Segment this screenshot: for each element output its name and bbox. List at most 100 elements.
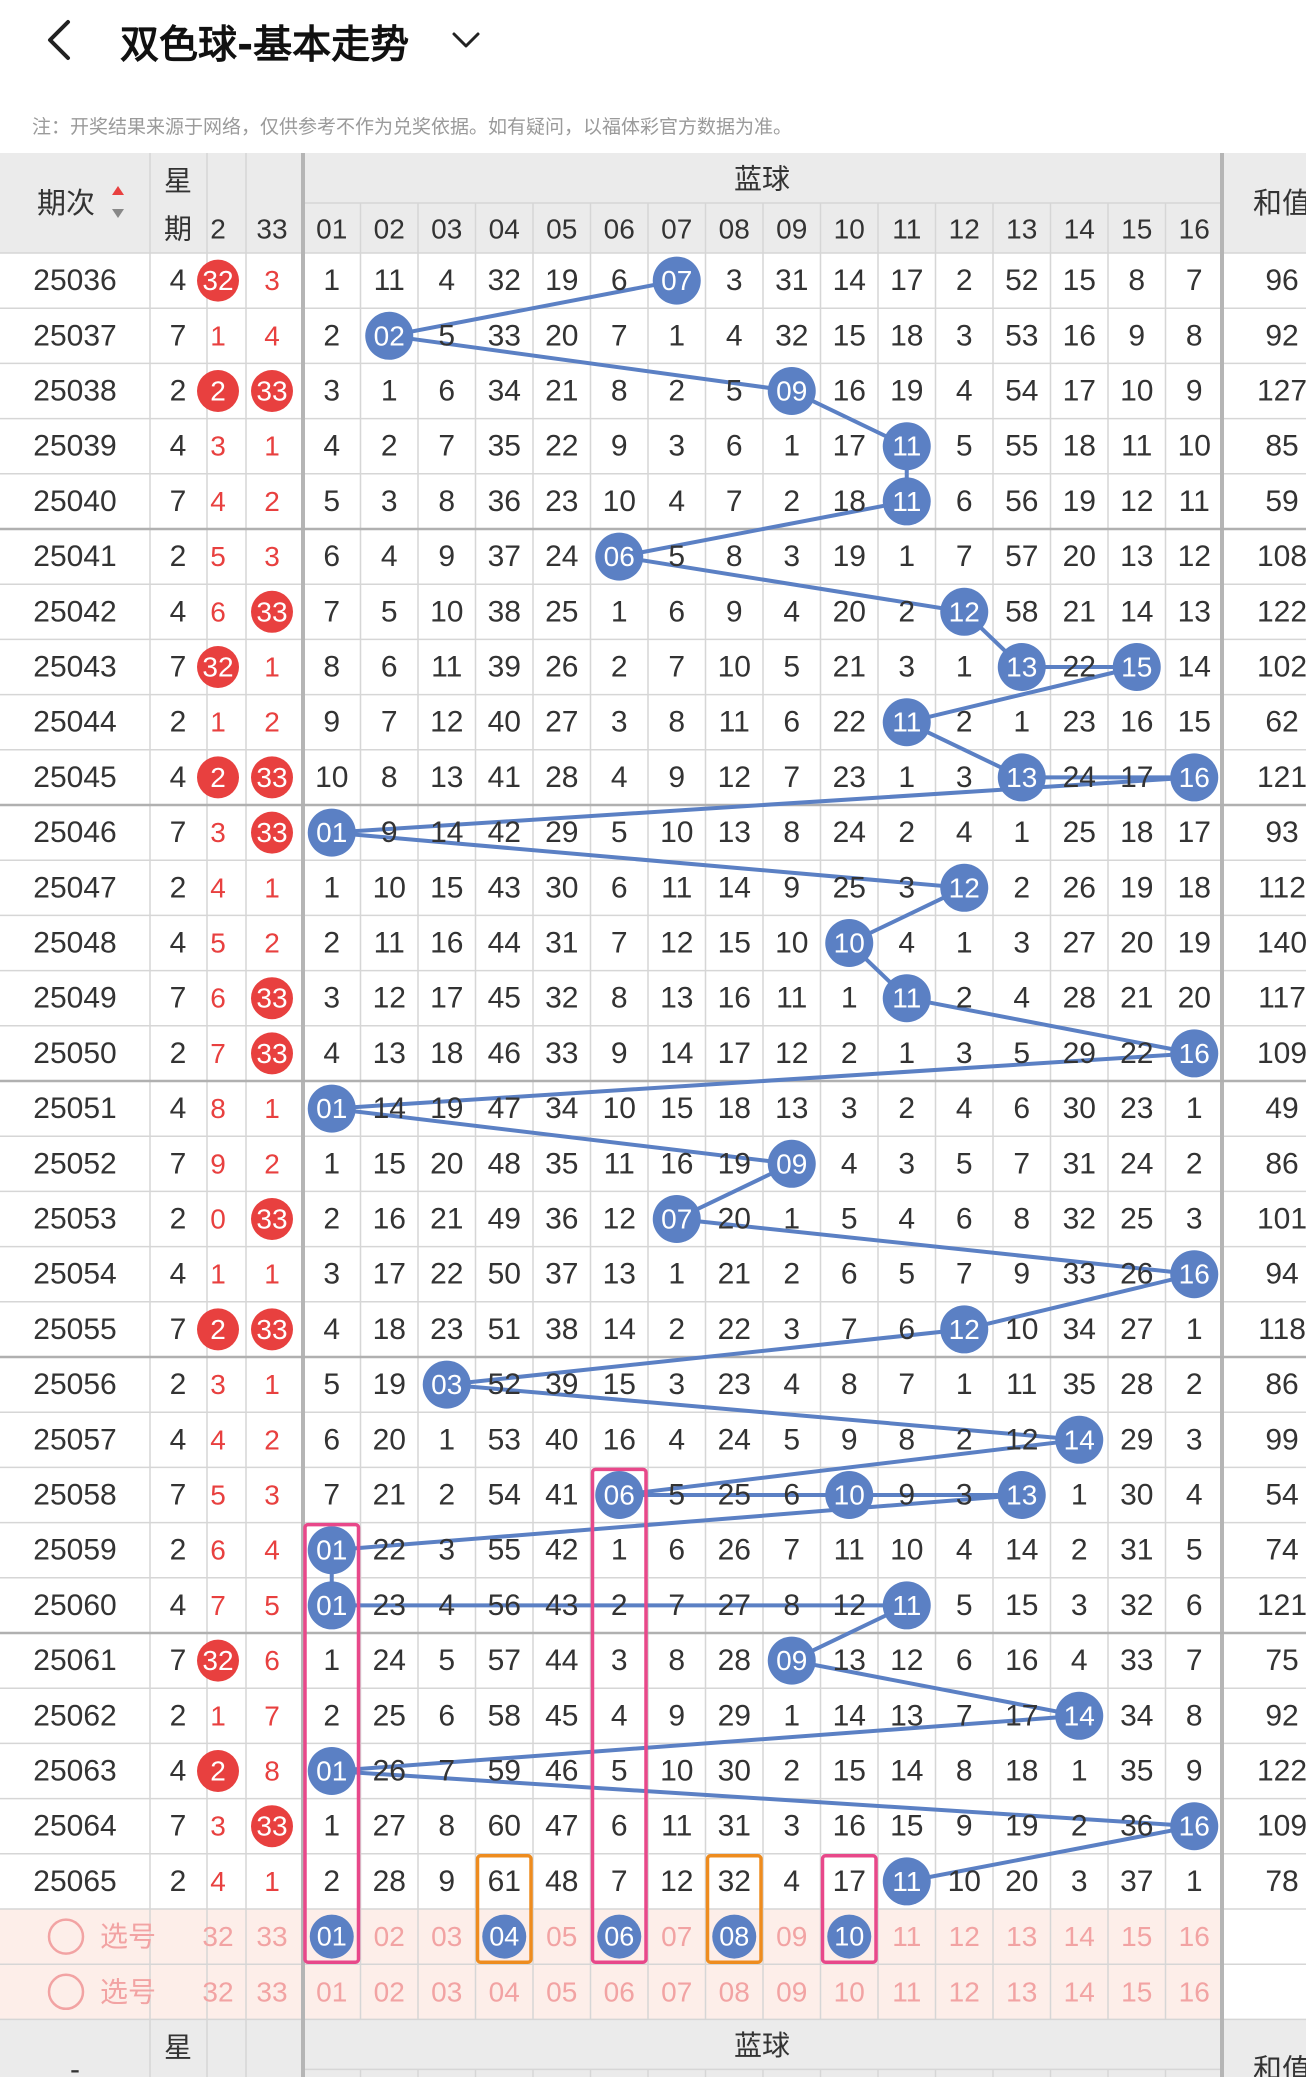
red-miss-cell: 3 bbox=[210, 1369, 226, 1400]
pick-blue-option[interactable]: 09 bbox=[776, 1976, 807, 2007]
blue-ball bbox=[997, 643, 1046, 691]
blue-miss-cell: 29 bbox=[1120, 1423, 1153, 1456]
blue-miss-cell: 5 bbox=[956, 1589, 973, 1622]
blue-miss-cell: 5 bbox=[323, 1368, 340, 1401]
pick-blue-option[interactable]: 12 bbox=[949, 1921, 980, 1952]
period-cell: 25044 bbox=[33, 706, 116, 739]
pick-red-option[interactable]: 33 bbox=[256, 1921, 287, 1952]
blue-miss-cell: 1 bbox=[1186, 1313, 1203, 1346]
chevron-left-icon[interactable] bbox=[40, 18, 80, 62]
blue-miss-cell: 8 bbox=[726, 540, 743, 573]
blue-miss-cell: 17 bbox=[718, 1037, 751, 1070]
pick-blue-option[interactable]: 09 bbox=[776, 1921, 807, 1952]
pick-red-option[interactable]: 32 bbox=[202, 1976, 233, 2007]
pick-blue-selected-number[interactable]: 04 bbox=[489, 1922, 519, 1952]
blue-miss-cell: 4 bbox=[381, 540, 398, 573]
pick-blue-option[interactable]: 11 bbox=[892, 1976, 921, 2007]
sort-arrows-icon[interactable] bbox=[112, 209, 124, 218]
pick-red-option[interactable]: 33 bbox=[256, 1976, 287, 2007]
blue-miss-cell: 1 bbox=[956, 927, 973, 960]
pick-blue-option[interactable]: 05 bbox=[546, 1921, 577, 1952]
blue-col-header: 12 bbox=[949, 214, 980, 245]
blue-miss-cell: 19 bbox=[890, 375, 923, 408]
select-radio-icon[interactable] bbox=[47, 1973, 85, 2011]
blue-miss-cell: 5 bbox=[1013, 1037, 1030, 1070]
weekday-cell: 7 bbox=[170, 1313, 187, 1346]
chevron-down-icon[interactable] bbox=[448, 24, 484, 54]
red-ball bbox=[251, 1805, 293, 1848]
blue-miss-cell: 21 bbox=[833, 651, 866, 684]
pick-blue-option[interactable]: 03 bbox=[431, 1921, 462, 1952]
sum-cell: 122 bbox=[1257, 595, 1306, 628]
weekday-cell: 4 bbox=[170, 1755, 187, 1788]
blue-miss-cell: 5 bbox=[783, 1423, 800, 1456]
pick-blue-selected[interactable] bbox=[482, 1914, 527, 1959]
pick-blue-option[interactable]: 02 bbox=[374, 1976, 405, 2007]
pick-blue-selected[interactable] bbox=[712, 1914, 757, 1959]
pick-blue-option[interactable]: 07 bbox=[661, 1921, 692, 1952]
sum-cell: 93 bbox=[1265, 816, 1298, 849]
blue-ball-number: 01 bbox=[316, 1093, 347, 1124]
pick-blue-selected-number[interactable]: 08 bbox=[719, 1922, 749, 1952]
col-header-sum: 和值 bbox=[1253, 186, 1306, 220]
pick-blue-option[interactable]: 06 bbox=[604, 1976, 635, 2007]
pick-blue-selected-number[interactable]: 06 bbox=[604, 1922, 634, 1952]
blue-ball bbox=[1055, 1415, 1104, 1464]
pick-blue-selected[interactable] bbox=[309, 1914, 354, 1959]
blue-miss-cell: 10 bbox=[718, 651, 751, 684]
red-miss-cell: 3 bbox=[210, 431, 226, 462]
pick-blue-option[interactable]: 14 bbox=[1064, 1921, 1095, 1952]
blue-miss-cell: 3 bbox=[783, 1313, 800, 1346]
pick-blue-option[interactable]: 12 bbox=[949, 1976, 980, 2007]
select-number-label[interactable]: 选号 bbox=[100, 1920, 156, 1953]
select-radio-icon[interactable] bbox=[47, 1918, 85, 1955]
blue-miss-cell: 14 bbox=[833, 264, 866, 297]
pick-blue-option[interactable]: 07 bbox=[661, 1976, 692, 2007]
pick-blue-option[interactable]: 08 bbox=[719, 1976, 750, 2007]
pick-blue-option[interactable]: 16 bbox=[1179, 1976, 1210, 2007]
blue-col-header: 15 bbox=[1121, 214, 1152, 245]
blue-miss-cell: 18 bbox=[890, 319, 923, 352]
blue-ball bbox=[825, 1471, 874, 1519]
blue-miss-cell: 26 bbox=[1120, 1258, 1153, 1291]
pick-blue-option[interactable]: 14 bbox=[1064, 1976, 1095, 2007]
blue-miss-cell: 22 bbox=[718, 1313, 751, 1346]
blue-ball-number: 11 bbox=[892, 431, 921, 462]
pick-blue-option[interactable]: 10 bbox=[834, 1976, 865, 2007]
pick-blue-option[interactable]: 13 bbox=[1006, 1976, 1037, 2007]
blue-ball bbox=[1170, 1029, 1219, 1078]
blue-miss-cell: 8 bbox=[1013, 1203, 1030, 1236]
blue-miss-cell: 19 bbox=[833, 540, 866, 573]
pick-blue-selected-number[interactable]: 01 bbox=[317, 1922, 347, 1952]
weekday-cell: 4 bbox=[170, 264, 187, 297]
pick-red-option[interactable]: 32 bbox=[202, 1921, 233, 1952]
blue-miss-cell: 11 bbox=[374, 264, 405, 297]
pick-blue-option[interactable]: 11 bbox=[892, 1921, 921, 1952]
pick-blue-option[interactable]: 03 bbox=[431, 1976, 462, 2007]
select-number-label[interactable]: 选号 bbox=[100, 1975, 156, 2008]
sort-arrows-icon[interactable] bbox=[112, 186, 124, 195]
pick-blue-option[interactable]: 15 bbox=[1121, 1921, 1152, 1952]
blue-miss-cell: 3 bbox=[956, 761, 973, 794]
pick-blue-selected-number[interactable]: 10 bbox=[834, 1922, 864, 1952]
pick-blue-option[interactable]: 15 bbox=[1121, 1976, 1152, 2007]
col-header-period[interactable]: 期次 bbox=[37, 186, 95, 220]
blue-miss-cell: 26 bbox=[718, 1534, 751, 1567]
pick-blue-option[interactable]: 01 bbox=[316, 1976, 347, 2007]
blue-miss-cell: 30 bbox=[1120, 1479, 1153, 1512]
blue-miss-cell: 2 bbox=[783, 1258, 800, 1291]
pick-blue-selected[interactable] bbox=[827, 1914, 872, 1959]
weekday-cell: 2 bbox=[170, 375, 187, 408]
pick-blue-selected[interactable] bbox=[597, 1914, 642, 1959]
weekday-cell: 2 bbox=[170, 1865, 187, 1898]
pick-blue-option[interactable]: 02 bbox=[374, 1921, 405, 1952]
blue-miss-cell: 15 bbox=[718, 927, 751, 960]
weekday-cell: 4 bbox=[170, 1092, 187, 1125]
pick-blue-option[interactable]: 04 bbox=[489, 1976, 520, 2007]
pick-blue-option[interactable]: 13 bbox=[1006, 1921, 1037, 1952]
blue-miss-cell: 1 bbox=[1013, 706, 1030, 739]
blue-miss-cell: 3 bbox=[323, 375, 340, 408]
blue-miss-cell: 3 bbox=[783, 1810, 800, 1843]
pick-blue-option[interactable]: 16 bbox=[1179, 1921, 1210, 1952]
pick-blue-option[interactable]: 05 bbox=[546, 1976, 577, 2007]
